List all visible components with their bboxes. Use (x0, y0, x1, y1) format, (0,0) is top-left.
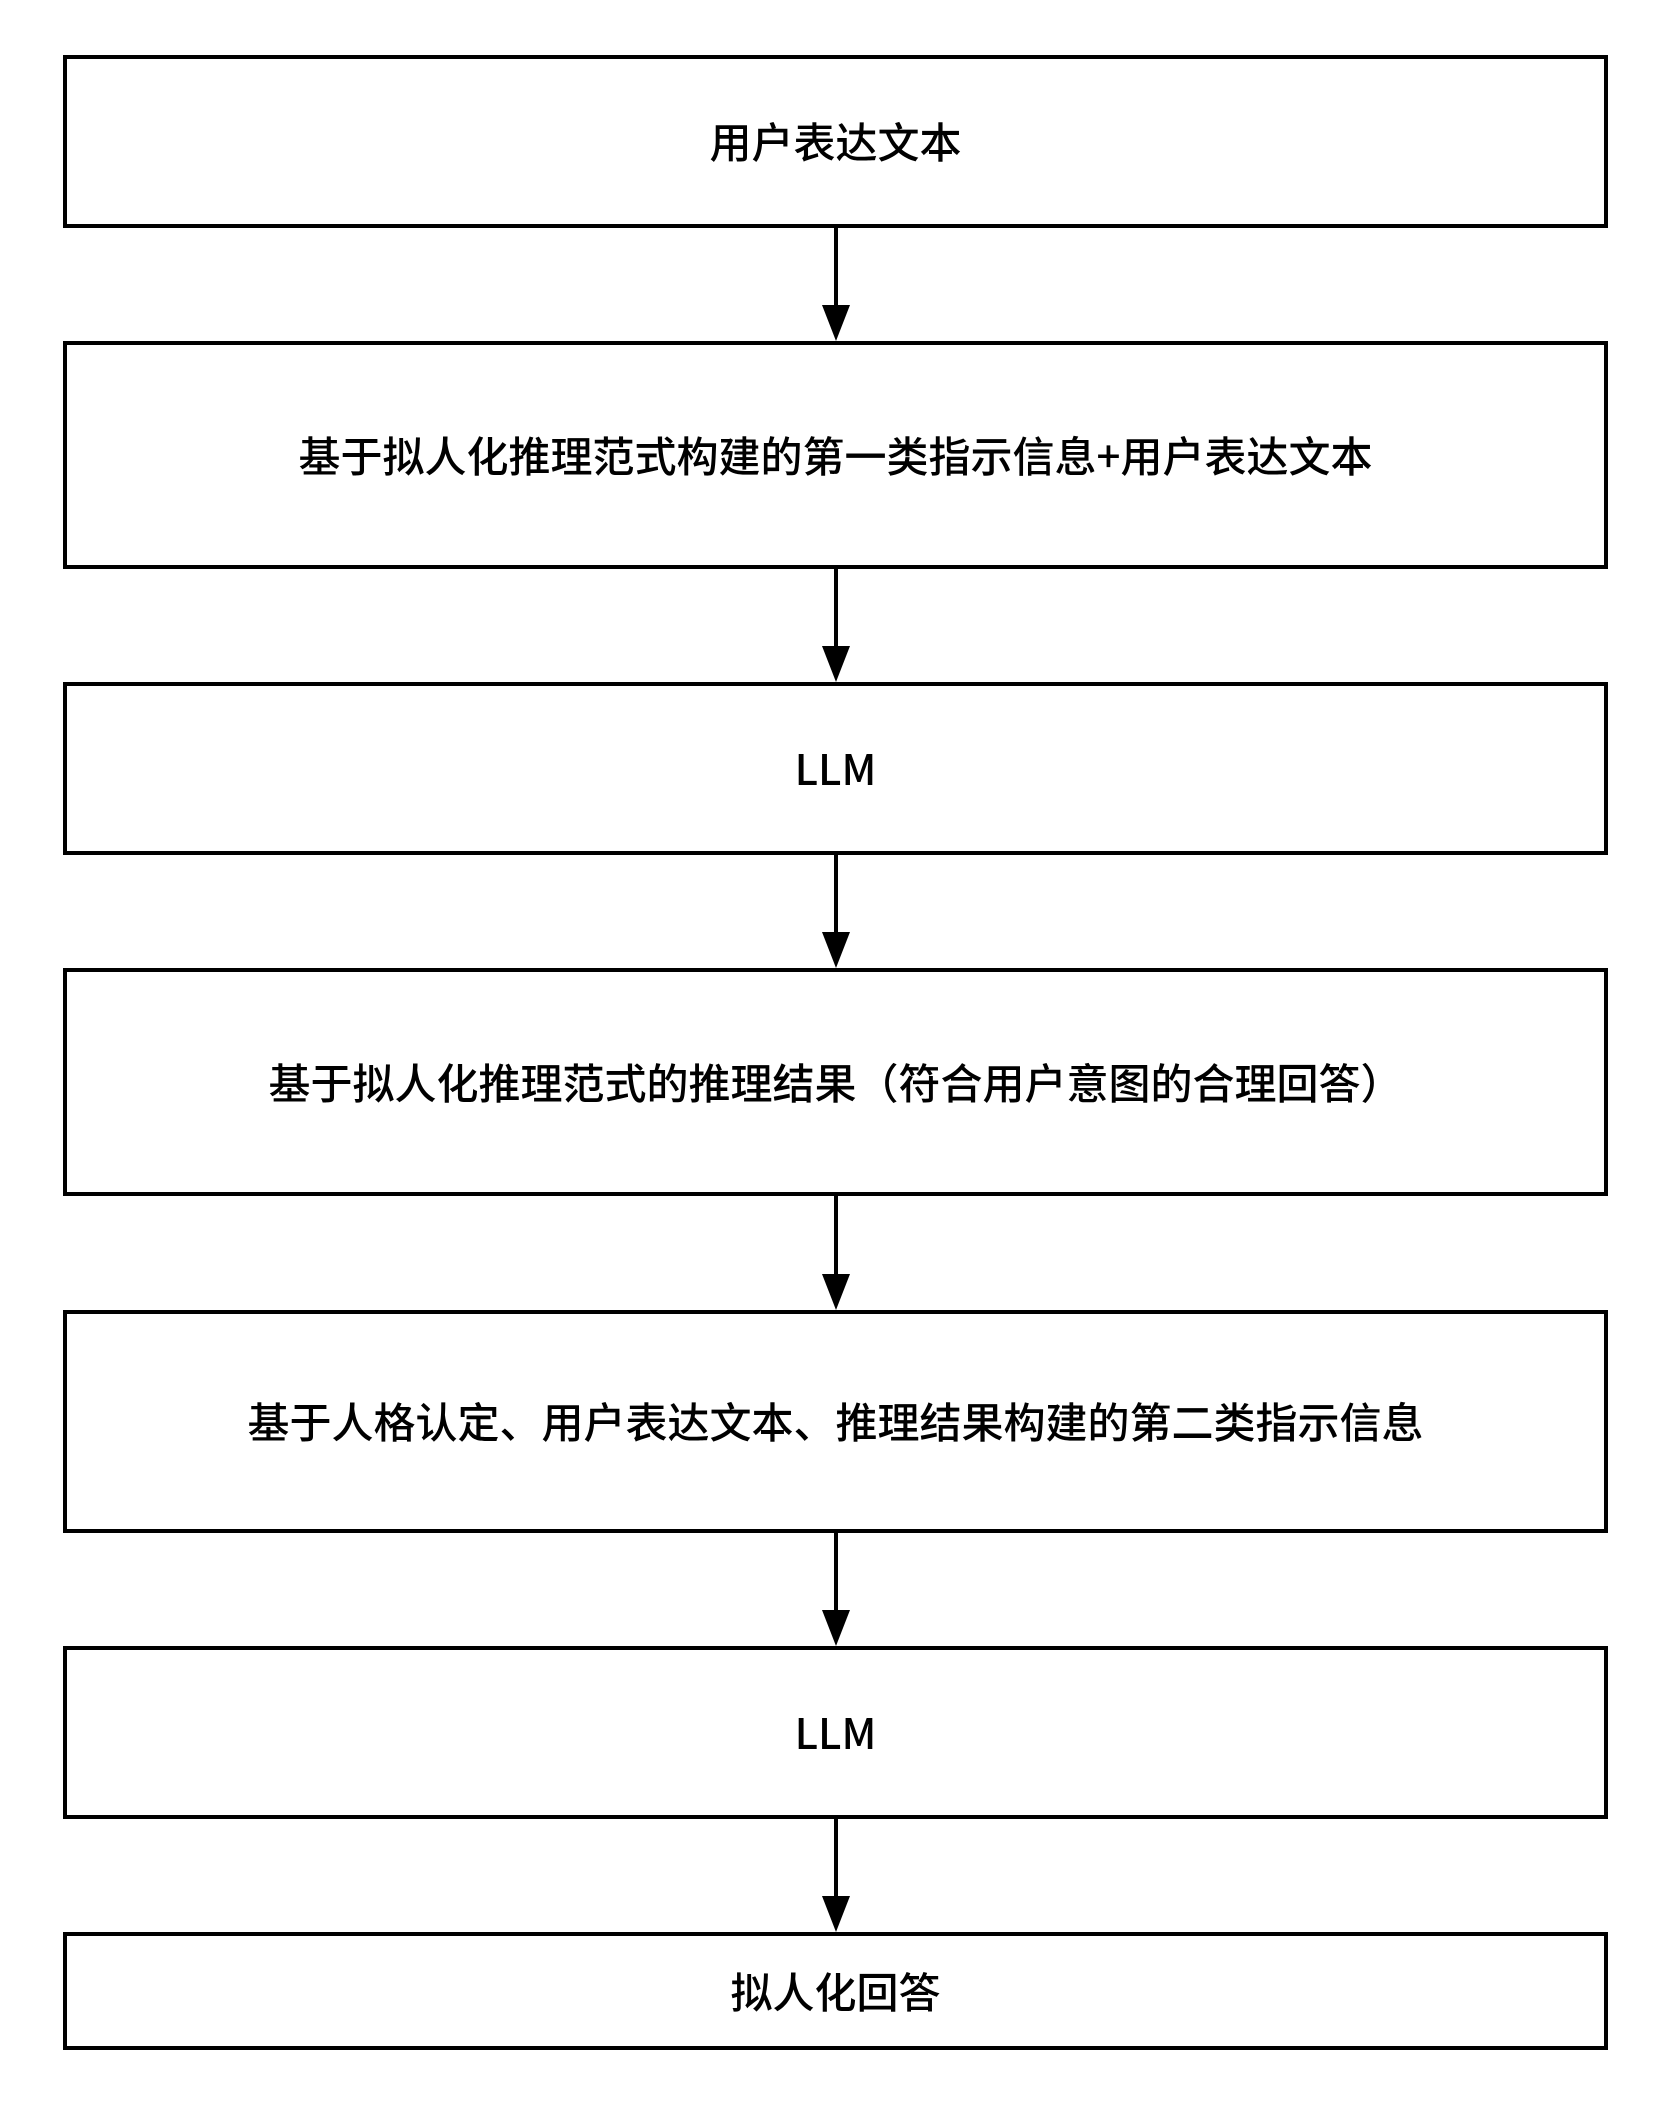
flowchart-node-n2: 基于拟人化推理范式构建的第一类指示信息+用户表达文本 (63, 341, 1608, 569)
flowchart-node-n1: 用户表达文本 (63, 55, 1608, 228)
flowchart-node-n6: LLM (63, 1646, 1608, 1819)
flowchart-node-label: LLM (87, 1705, 1584, 1760)
flowchart-node-label: 基于拟人化推理范式的推理结果（符合用户意图的合理回答） (87, 1055, 1584, 1110)
flowchart-node-n5: 基于人格认定、用户表达文本、推理结果构建的第二类指示信息 (63, 1310, 1608, 1533)
flowchart-node-n7: 拟人化回答 (63, 1932, 1608, 2050)
flowchart-node-label: LLM (87, 741, 1584, 796)
flowchart-canvas: 用户表达文本基于拟人化推理范式构建的第一类指示信息+用户表达文本 LLM 基于拟人化… (0, 0, 1673, 2107)
flowchart-node-label: 拟人化回答 (87, 1964, 1584, 2019)
flowchart-node-label: 用户表达文本 (87, 114, 1584, 169)
flowchart-node-label: 基于人格认定、用户表达文本、推理结果构建的第二类指示信息 (87, 1394, 1584, 1449)
flowchart-node-n3: LLM (63, 682, 1608, 855)
flowchart-node-label: 基于拟人化推理范式构建的第一类指示信息+用户表达文本 (87, 428, 1584, 483)
flowchart-node-n4: 基于拟人化推理范式的推理结果（符合用户意图的合理回答） (63, 968, 1608, 1196)
